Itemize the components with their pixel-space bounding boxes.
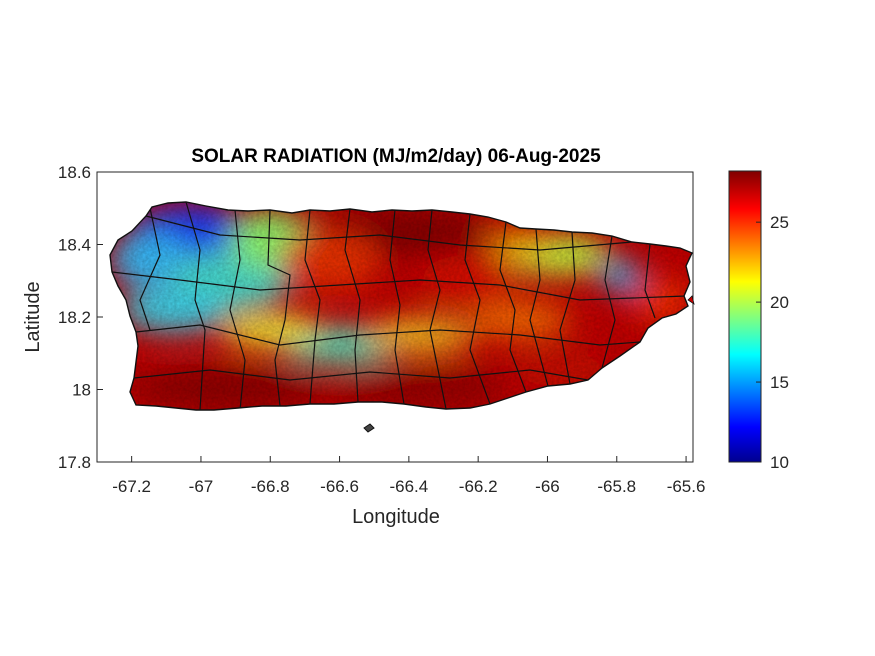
offshore-island: [687, 295, 695, 305]
x-tick-label: -65.6: [667, 477, 706, 496]
municipal-boundaries: [111, 202, 687, 410]
offshore-island: [363, 423, 375, 433]
x-tick-label: -65.8: [597, 477, 636, 496]
y-tick-label: 18.4: [58, 236, 91, 255]
colorbar-ticks: 10 15 20 25: [756, 213, 789, 472]
x-axis-label: Longitude: [352, 506, 440, 528]
colorbar-tick-label: 20: [770, 293, 789, 312]
x-tick-label: -66.6: [320, 477, 359, 496]
x-tick-label: -66: [535, 477, 560, 496]
colorbar-tick-label: 15: [770, 373, 789, 392]
colorbar-tick-label: 10: [770, 453, 789, 472]
y-axis: 17.8 18 18.2 18.4 18.6: [58, 163, 103, 472]
chart-title: SOLAR RADIATION (MJ/m2/day) 06-Aug-2025: [191, 146, 601, 167]
y-tick-label: 17.8: [58, 453, 91, 472]
heatmap-layer: [110, 202, 692, 410]
x-tick-label: -67.2: [112, 477, 151, 496]
y-tick-label: 18.2: [58, 308, 91, 327]
colorbar-tick-label: 25: [770, 213, 789, 232]
x-tick-label: -66.2: [459, 477, 498, 496]
colorbar: [728, 170, 762, 463]
x-tick-label: -66.4: [389, 477, 428, 496]
y-tick-label: 18: [72, 381, 91, 400]
x-tick-label: -66.8: [251, 477, 290, 496]
y-axis-label: Latitude: [22, 281, 44, 352]
x-axis: -67.2 -67 -66.8 -66.6 -66.4 -66.2 -66 -65.8 -65.…: [112, 456, 705, 496]
island-outline: [109, 201, 693, 411]
x-tick-label: -67: [189, 477, 214, 496]
y-tick-label: 18.6: [58, 163, 91, 182]
